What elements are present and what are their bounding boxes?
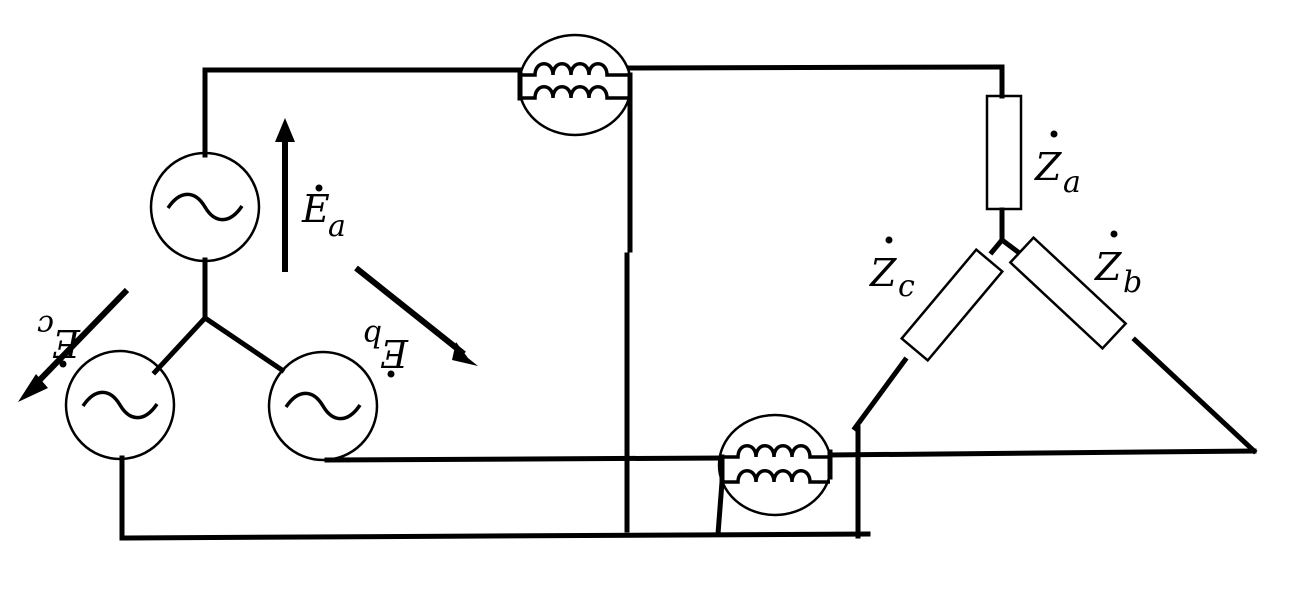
source-c-circle	[64, 349, 176, 461]
source-b	[267, 350, 379, 462]
star-stub-b	[998, 236, 1022, 256]
source-a	[149, 151, 261, 263]
impedance-c	[899, 247, 1005, 363]
resistor-icon	[1008, 235, 1128, 351]
star-stub-c	[988, 236, 1006, 256]
current-coil-icon	[520, 62, 630, 77]
impedance-b	[1008, 235, 1128, 351]
label-zb-main: Z	[1094, 245, 1122, 289]
arrow-ec	[18, 287, 130, 402]
label-ea: E a	[301, 184, 346, 244]
phasor-dot	[885, 236, 893, 244]
wattmeter-2-circle	[717, 413, 833, 517]
sine-icon	[166, 192, 244, 222]
source-c	[64, 349, 176, 461]
arrow-down-right-icon	[452, 342, 478, 366]
phasor-dot	[315, 184, 323, 192]
wattmeter2-lead-left	[715, 479, 725, 537]
voltage-coil-icon	[520, 85, 630, 100]
label-zc-sub: c	[898, 269, 915, 304]
phasor-dot	[59, 360, 67, 368]
label-ea-sub: a	[328, 209, 346, 244]
arrow-down-left-icon	[18, 374, 48, 402]
label-zc-main: Z	[869, 251, 897, 295]
sine-icon	[284, 391, 362, 421]
zb-to-corner	[1131, 336, 1258, 455]
label-zc: Z c	[869, 236, 915, 304]
arrow-eb	[354, 265, 478, 366]
source-a-circle	[149, 151, 261, 263]
label-eb-main: E	[380, 331, 409, 375]
line-b-wire-right	[827, 448, 1257, 458]
wattmeter-1	[517, 33, 633, 137]
top-wire-right	[627, 64, 1005, 71]
current-coil-icon	[722, 444, 830, 459]
neutral-to-source-c	[151, 314, 209, 376]
label-ea-main: E	[301, 187, 330, 231]
wattmeter-1-circle	[517, 33, 633, 137]
label-ec: E c	[37, 308, 81, 368]
neutral-to-source-b	[201, 314, 286, 374]
wires	[119, 64, 1258, 541]
label-za-main: Z	[1034, 145, 1062, 189]
label-eb: E b	[363, 318, 409, 378]
label-zb: Z b	[1094, 230, 1142, 300]
line-b-wire	[324, 455, 725, 463]
label-ec-sub: c	[37, 308, 54, 343]
voltage-coil-icon	[722, 469, 830, 484]
wattmeter-2	[717, 413, 833, 517]
phasor-dot	[1110, 230, 1118, 238]
resistor-icon	[985, 94, 1023, 211]
phasor-dot	[387, 370, 395, 378]
label-za: Z a	[1034, 130, 1081, 200]
arrow-up-icon	[275, 118, 295, 142]
zc-to-node	[851, 356, 909, 432]
line-c-wire	[119, 455, 871, 541]
phasor-dot	[1050, 130, 1058, 138]
impedance-a	[985, 94, 1023, 211]
label-eb-sub: b	[363, 318, 382, 353]
top-wire	[202, 67, 523, 158]
arrow-ea	[275, 118, 295, 272]
label-za-sub: a	[1063, 165, 1081, 200]
label-ec-main: E	[52, 321, 81, 365]
source-b-circle	[267, 350, 379, 462]
sine-icon	[81, 390, 159, 420]
resistor-icon	[899, 247, 1005, 363]
label-zb-sub: b	[1123, 265, 1142, 300]
